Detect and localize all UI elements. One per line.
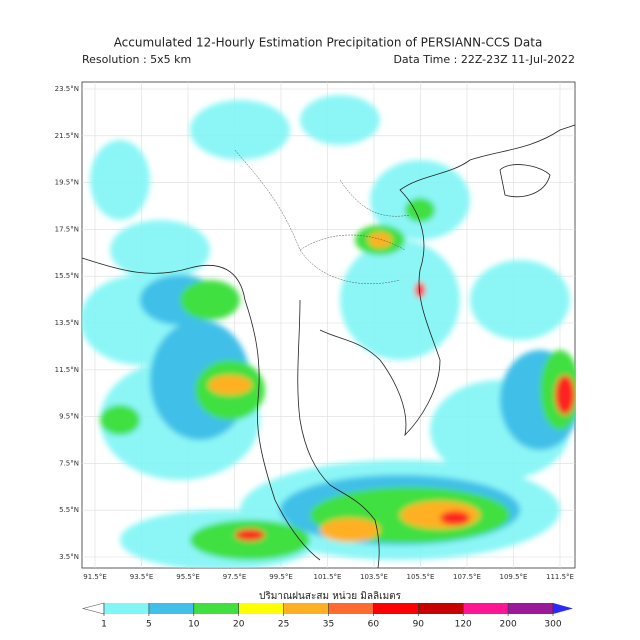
colorbar-segment (283, 603, 329, 614)
lon-label: 95.5°E (176, 573, 200, 581)
colorbar-segment (148, 603, 194, 614)
lon-label: 111.5°E (546, 573, 574, 581)
coastlines (81, 124, 576, 569)
colorbar-tick-label: 90 (413, 620, 425, 630)
colorbar-tick-label: 20 (233, 620, 245, 630)
colorbar-segment (373, 603, 419, 614)
data-time: Data Time : 22Z-23Z 11-Jul-2022 (393, 53, 575, 66)
lat-label: 21.5°N (55, 132, 79, 140)
lon-label: 107.5°E (453, 573, 481, 581)
colorbar-tick-label: 60 (368, 620, 380, 630)
lat-label: 7.5°N (59, 459, 79, 467)
colorbar-over (553, 603, 573, 614)
colorbar-tick-label: 1 (101, 620, 107, 630)
resolution: Resolution : 5x5 km (82, 53, 191, 66)
lat-label: 23.5°N (55, 85, 79, 93)
colorbar-tick-label: 25 (278, 620, 289, 630)
colorbar-under (81, 602, 105, 615)
lon-label: 91.5°E (83, 573, 107, 581)
map: 23.5°N 21.5°N 19.5°N 17.5°N 15.5°N 13.5°N 11.5… (55, 81, 576, 581)
lon-label: 99.5°E (269, 573, 293, 581)
lat-label: 3.5°N (59, 553, 79, 561)
colorbar-label: ปริมาณฝนสะสม หน่วย มิลลิเมตร (259, 591, 402, 602)
lon-label: 93.5°E (130, 573, 154, 581)
colorbar-tick-label: 10 (188, 620, 200, 630)
lat-label: 15.5°N (55, 272, 79, 280)
lat-label: 17.5°N (55, 225, 79, 233)
lon-label: 97.5°E (223, 573, 247, 581)
colorbar-segment (463, 603, 509, 614)
colorbar-tick-label: 35 (323, 620, 334, 630)
colorbar: 1 5 10 20 25 35 60 90 120 200 300 (81, 602, 573, 630)
lon-label: 101.5°E (314, 573, 342, 581)
colorbar-segment (508, 603, 553, 614)
colorbar-segment (328, 603, 374, 614)
lon-labels: 91.5°E 93.5°E 95.5°E 97.5°E 99.5°E 101.5°E 103… (83, 573, 574, 581)
lat-label: 13.5°N (55, 319, 79, 327)
lon-label: 109.5°E (500, 573, 528, 581)
precipitation (82, 95, 575, 568)
lat-labels: 23.5°N 21.5°N 19.5°N 17.5°N 15.5°N 13.5°N 11.5… (55, 85, 79, 561)
colorbar-segment (418, 603, 464, 614)
lat-label: 9.5°N (59, 413, 79, 421)
colorbar-tick-label: 5 (146, 620, 152, 630)
colorbar-segment (104, 603, 149, 614)
colorbar-segment (193, 603, 239, 614)
lon-label: 103.5°E (360, 573, 388, 581)
lon-label: 105.5°E (407, 573, 435, 581)
colorbar-tick-label: 120 (455, 620, 472, 630)
colorbar-tick-label: 200 (500, 620, 517, 630)
colorbar-segment (238, 603, 284, 614)
lat-label: 11.5°N (55, 366, 79, 374)
title: Accumulated 12-Hourly Estimation Precipi… (114, 36, 543, 50)
colorbar-tick-label: 300 (544, 620, 561, 630)
lat-label: 19.5°N (55, 179, 79, 187)
lat-label: 5.5°N (59, 506, 79, 514)
